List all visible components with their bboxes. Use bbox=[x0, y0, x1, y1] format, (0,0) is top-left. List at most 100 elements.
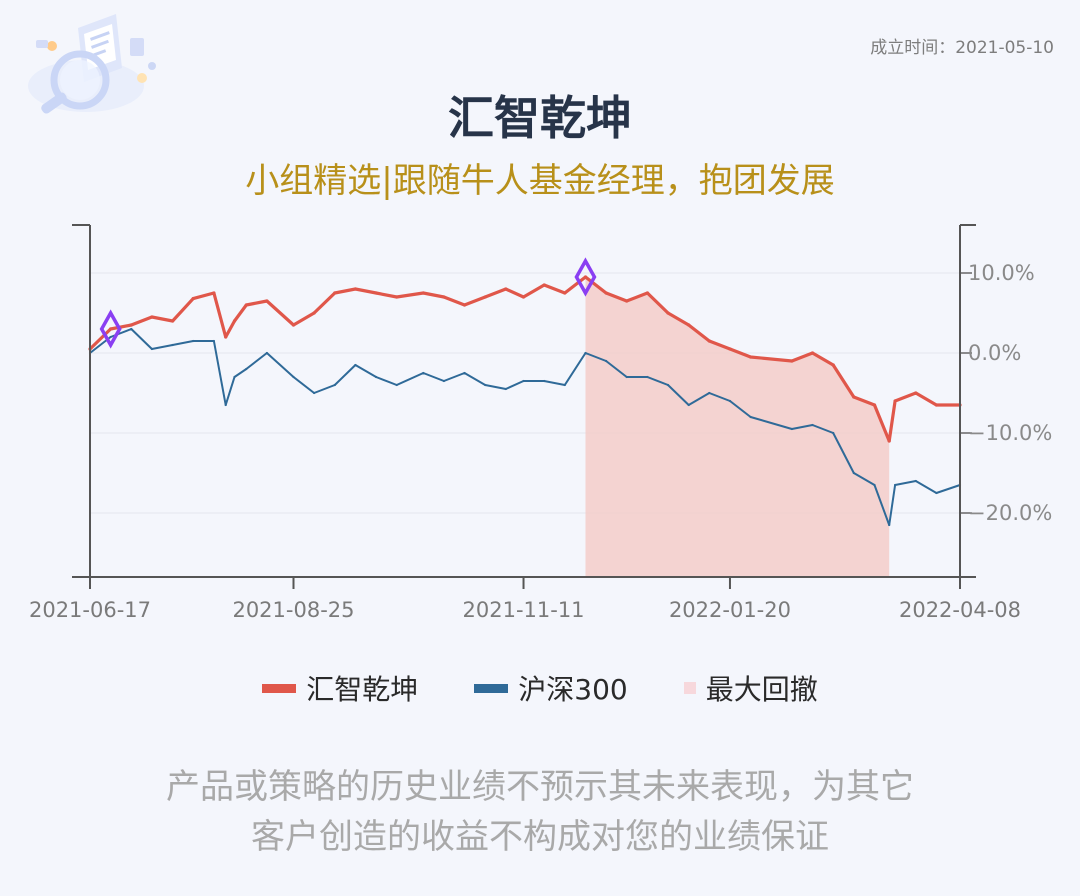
data-point-fund bbox=[442, 295, 446, 299]
data-point-fund bbox=[109, 327, 113, 331]
data-point-fund bbox=[749, 355, 753, 359]
data-point-index bbox=[790, 427, 794, 431]
chart-legend: 汇智乾坤 沪深300 最大回撤 bbox=[0, 668, 1080, 708]
legend-label-fund: 汇智乾坤 bbox=[306, 673, 419, 706]
data-point-index bbox=[245, 367, 248, 371]
data-point-fund bbox=[872, 403, 877, 407]
data-point-index bbox=[150, 347, 153, 351]
data-point-fund bbox=[224, 335, 228, 339]
legend-item-drawdown[interactable]: 最大回撤 bbox=[683, 668, 818, 708]
data-point-fund bbox=[374, 291, 378, 295]
data-point-fund bbox=[504, 287, 508, 291]
data-point-fund bbox=[934, 403, 939, 407]
data-point-index bbox=[935, 491, 938, 495]
data-point-index bbox=[894, 483, 897, 487]
data-point-index bbox=[333, 383, 336, 387]
series-layer bbox=[88, 275, 962, 527]
data-point-index bbox=[463, 371, 466, 375]
data-point-fund bbox=[810, 351, 815, 355]
legend-item-index[interactable]: 沪深300 bbox=[474, 668, 628, 708]
data-point-index bbox=[395, 383, 398, 387]
drawdown-area bbox=[585, 277, 890, 577]
data-point-fund bbox=[887, 439, 891, 443]
data-point-index bbox=[265, 351, 268, 355]
data-point-fund bbox=[625, 299, 629, 303]
data-point-fund bbox=[265, 299, 269, 303]
data-point-index bbox=[852, 471, 855, 475]
data-point-index bbox=[292, 375, 295, 379]
data-point-index bbox=[543, 379, 546, 383]
x-tick-label: 2021-06-17 bbox=[29, 598, 151, 622]
y-tick-label: 10.0% bbox=[968, 261, 1035, 285]
data-point-fund bbox=[914, 391, 918, 395]
x-tick-label: 2022-01-20 bbox=[669, 598, 791, 622]
data-point-fund bbox=[212, 291, 216, 295]
data-point-fund bbox=[232, 319, 237, 323]
data-point-index bbox=[442, 379, 445, 383]
data-point-index bbox=[708, 391, 711, 395]
data-point-index bbox=[233, 375, 236, 379]
series-line-index bbox=[89, 328, 961, 526]
data-point-index bbox=[375, 375, 378, 379]
data-point-index bbox=[811, 423, 814, 427]
data-point-index bbox=[422, 371, 425, 375]
data-point-index bbox=[832, 431, 835, 435]
data-point-fund bbox=[244, 303, 248, 307]
data-point-fund bbox=[150, 315, 154, 319]
data-point-fund bbox=[353, 287, 357, 291]
page-subtitle: 小组精选|跟随牛人基金经理，抱团发展 bbox=[245, 161, 835, 201]
data-point-index bbox=[914, 479, 917, 483]
data-point-fund bbox=[831, 363, 835, 367]
legend-label-drawdown: 最大回撤 bbox=[705, 673, 818, 706]
data-point-index bbox=[728, 399, 732, 403]
disclaimer-line-2: 客户创造的收益不构成对您的业绩保证 bbox=[251, 817, 829, 857]
data-point-fund bbox=[645, 291, 650, 295]
data-point-index bbox=[646, 375, 649, 379]
founded-date: 成立时间：2021-05-10 bbox=[870, 38, 1054, 58]
page-title: 汇智乾坤 bbox=[448, 91, 632, 145]
disclaimer-line-1: 产品或策略的历史业绩不预示其未来表现，为其它 bbox=[166, 767, 914, 807]
axis-layer bbox=[72, 224, 976, 589]
data-point-index bbox=[522, 379, 525, 383]
legend-swatch-drawdown bbox=[683, 682, 696, 694]
data-point-index bbox=[192, 339, 195, 343]
data-point-fund bbox=[483, 295, 487, 299]
data-point-index bbox=[625, 375, 628, 379]
data-point-index bbox=[109, 335, 112, 339]
legend-swatch-fund bbox=[262, 683, 297, 693]
data-point-fund bbox=[542, 283, 546, 287]
legend-label-index: 沪深300 bbox=[518, 673, 628, 706]
data-point-index bbox=[212, 339, 215, 343]
data-point-fund bbox=[171, 319, 175, 323]
legend-item-fund[interactable]: 汇智乾坤 bbox=[262, 668, 418, 708]
data-point-fund bbox=[563, 291, 567, 295]
data-point-fund bbox=[291, 323, 296, 327]
data-point-fund bbox=[604, 291, 608, 295]
data-point-fund bbox=[790, 359, 794, 363]
data-point-fund bbox=[191, 297, 195, 301]
data-point-fund bbox=[852, 395, 856, 399]
data-point-index bbox=[749, 415, 752, 419]
x-tick-label: 2022-04-08 bbox=[899, 598, 1021, 622]
data-point-fund bbox=[395, 295, 399, 299]
data-point-index bbox=[130, 327, 133, 331]
drawdown-layer bbox=[585, 277, 890, 577]
data-point-index bbox=[484, 383, 487, 387]
data-point-fund bbox=[583, 275, 588, 279]
data-point-index bbox=[563, 383, 566, 387]
data-point-index bbox=[354, 363, 357, 367]
performance-chart: 10.0% 0.0% −10.0% −20.0% 2021-06-17 2021-08-2… bbox=[29, 224, 1052, 622]
diamond-marker bbox=[574, 257, 597, 297]
y-tick-label: −10.0% bbox=[968, 421, 1052, 445]
marker-layer bbox=[99, 257, 597, 349]
data-point-fund bbox=[893, 399, 897, 403]
legend-swatch-index bbox=[474, 683, 509, 693]
y-tick-label: −20.0% bbox=[968, 501, 1052, 525]
data-point-fund bbox=[707, 339, 711, 343]
y-tick-label: 0.0% bbox=[968, 341, 1021, 365]
data-point-fund bbox=[687, 323, 691, 327]
data-point-index bbox=[584, 351, 587, 355]
diamond-marker bbox=[99, 309, 122, 349]
disclaimer: 产品或策略的历史业绩不预示其未来表现，为其它 客户创造的收益不构成对您的业绩保证 bbox=[60, 762, 1020, 862]
data-point-index bbox=[171, 343, 174, 347]
